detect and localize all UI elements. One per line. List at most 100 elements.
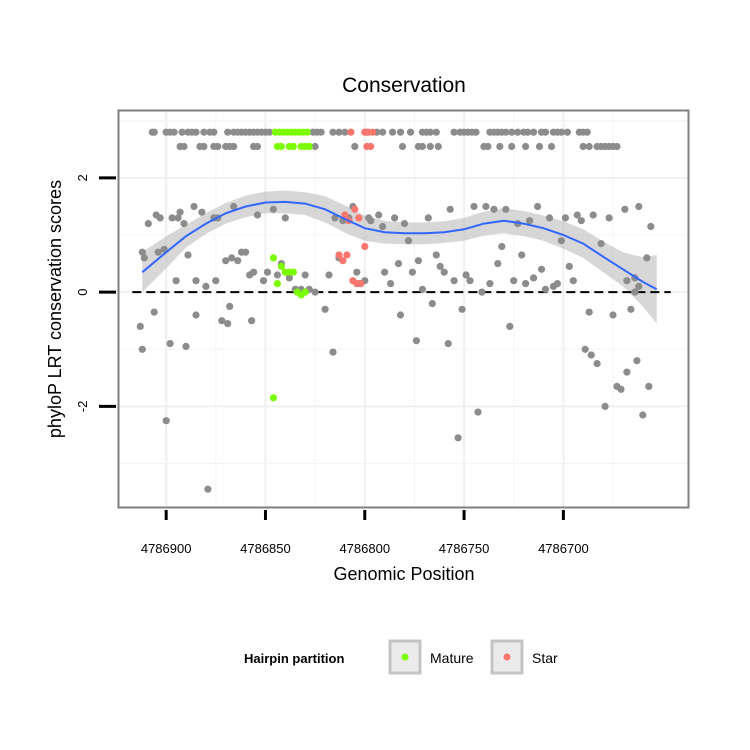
legend-title: Hairpin partition (244, 651, 344, 666)
data-point (643, 254, 651, 262)
data-point (406, 128, 415, 136)
data-point (311, 142, 319, 151)
data-point (424, 214, 432, 222)
data-point (545, 214, 554, 222)
data-point (234, 257, 242, 265)
data-point (522, 142, 530, 151)
data-point (597, 240, 605, 248)
data-point (180, 142, 188, 151)
data-point-mature (269, 254, 277, 262)
data-point (178, 128, 186, 136)
data-point (478, 288, 486, 296)
data-point-star (369, 128, 377, 136)
data-point (321, 305, 329, 313)
data-point (486, 280, 494, 288)
data-point (530, 274, 538, 282)
data-point (623, 368, 631, 376)
data-point (253, 142, 262, 151)
data-point (635, 202, 643, 211)
data-point (311, 288, 319, 296)
data-point (458, 305, 466, 313)
data-point-star (335, 251, 343, 259)
data-point (526, 217, 534, 225)
data-point (224, 128, 232, 136)
data-point (601, 402, 609, 410)
data-point (408, 268, 416, 276)
data-point (212, 277, 220, 285)
data-point (259, 277, 268, 285)
data-point (450, 277, 458, 285)
data-point (230, 202, 238, 211)
data-point (222, 257, 230, 265)
data-point (412, 337, 420, 345)
data-point (242, 248, 250, 256)
data-point (561, 214, 570, 222)
data-point (140, 254, 148, 262)
data-point-star (355, 214, 363, 222)
data-point (484, 142, 492, 151)
legend-label-star: Star (532, 650, 558, 666)
data-point (454, 434, 462, 442)
y-tick-label: -2 (75, 401, 90, 413)
data-point-mature (289, 142, 297, 151)
smooth-line-layer (141, 200, 658, 291)
x-tick-label: 4786700 (538, 541, 589, 556)
data-point (414, 257, 422, 265)
data-point (192, 277, 200, 285)
x-axis-label: Genomic Position (333, 564, 474, 584)
data-point (581, 345, 589, 353)
data-point (428, 300, 436, 308)
data-point (281, 214, 289, 222)
data-point (230, 142, 238, 151)
data-point (204, 485, 212, 493)
data-point (375, 211, 383, 219)
data-point (502, 128, 510, 136)
data-point (156, 214, 164, 222)
data-point (426, 142, 434, 151)
data-point (490, 205, 498, 213)
data-point (202, 282, 210, 290)
data-point (434, 142, 442, 151)
data-point (248, 317, 256, 325)
data-point (446, 205, 454, 213)
data-point (301, 271, 309, 279)
data-point (174, 214, 182, 222)
data-point (573, 211, 581, 219)
data-point (462, 271, 470, 279)
data-point (184, 251, 192, 259)
data-point-star (357, 280, 365, 288)
data-point (218, 317, 226, 325)
data-point (341, 128, 349, 136)
data-point (138, 248, 146, 256)
data-point (547, 142, 556, 151)
data-point (583, 128, 591, 136)
data-point (518, 251, 526, 259)
data-point (228, 254, 236, 262)
legend-label-mature: Mature (430, 650, 474, 666)
data-point (226, 302, 234, 310)
data-point (162, 417, 170, 425)
data-point (617, 385, 625, 393)
data-point (633, 357, 641, 365)
data-point (325, 271, 333, 279)
y-axis: -2 0 2 (75, 174, 116, 412)
data-point (263, 268, 272, 276)
data-point (577, 217, 585, 225)
data-point (627, 305, 635, 313)
data-point (524, 128, 532, 136)
data-point (273, 271, 281, 279)
data-point (180, 220, 188, 228)
data-point-mature (289, 268, 297, 276)
data-point (176, 208, 184, 216)
data-point (623, 277, 631, 285)
smooth-line (141, 200, 658, 291)
data-point (335, 128, 343, 136)
y-axis-label: phyloP LRT conservation scores (45, 180, 65, 438)
data-point (192, 128, 200, 136)
data-point (498, 242, 506, 251)
data-point (585, 308, 593, 316)
data-point (537, 265, 546, 273)
x-tick-label: 4786800 (339, 541, 390, 556)
data-point (496, 142, 504, 151)
data-point (418, 285, 426, 293)
